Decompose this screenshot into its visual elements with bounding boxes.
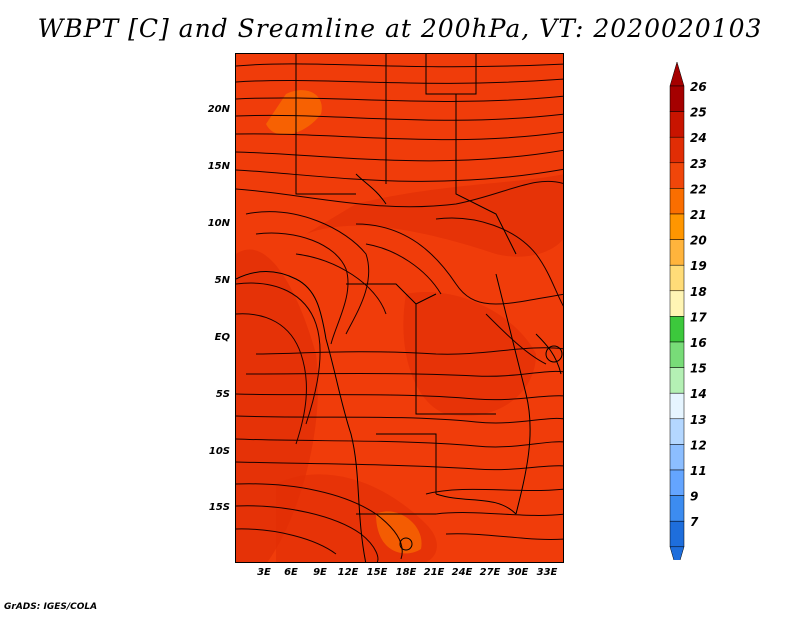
credit-text: GrADS: IGES/COLA — [4, 602, 98, 612]
chart-title: WBPT [C] and Sreamline at 200hPa, VT: 20… — [37, 14, 763, 43]
colorbar-label: 7 — [690, 515, 699, 529]
colorbar-swatch — [669, 239, 685, 266]
lat-label: 10N — [207, 218, 230, 229]
colorbar-swatch — [669, 188, 685, 215]
map-field-svg — [236, 54, 563, 562]
lon-label: 3E — [257, 567, 271, 578]
lon-label: 30E — [507, 567, 529, 578]
lon-label: 15E — [366, 567, 388, 578]
lake-victoria — [545, 345, 563, 363]
lat-label: 15S — [208, 502, 230, 513]
lon-label: 9E — [313, 567, 327, 578]
colorbar-label: 13 — [690, 413, 707, 427]
colorbar-label: 9 — [690, 490, 698, 504]
colorbar-label: 18 — [690, 285, 707, 299]
colorbar-swatch — [669, 495, 685, 522]
colorbar-label: 25 — [690, 106, 707, 120]
colorbar: 26 25 24 23 22 21 20 19 18 17 16 15 14 13 12 11 9 7 — [669, 61, 707, 560]
lon-label: 33E — [536, 567, 558, 578]
country-borders — [236, 54, 562, 562]
field-patch-central — [306, 174, 563, 257]
lat-label: 10S — [208, 446, 230, 457]
colorbar-label: 12 — [690, 438, 707, 452]
lon-label: 27E — [479, 567, 501, 578]
colorbar-label: 15 — [690, 362, 707, 376]
lon-label: 21E — [423, 567, 445, 578]
colorbar-label: 11 — [690, 464, 707, 478]
colorbar-label: 23 — [690, 157, 707, 171]
colorbar-swatch — [669, 136, 685, 164]
lat-label: 20N — [207, 104, 230, 115]
colorbar-label: 26 — [690, 80, 707, 94]
colorbar-swatch — [669, 213, 685, 240]
colorbar-swatch — [669, 520, 685, 548]
vortex — [399, 537, 413, 551]
colorbar-swatch — [669, 316, 685, 343]
colorbar-swatch — [669, 341, 685, 368]
colorbar-label: 19 — [690, 259, 707, 273]
lon-label: 6E — [284, 567, 298, 578]
lat-label: 15N — [207, 161, 230, 172]
colorbar-swatch — [669, 111, 685, 138]
colorbar-swatch — [669, 162, 685, 189]
lat-label: EQ — [214, 332, 230, 343]
colorbar-label: 16 — [690, 336, 707, 350]
colorbar-label: 21 — [690, 208, 707, 222]
lon-label: 12E — [337, 567, 359, 578]
colorbar-swatch — [669, 367, 685, 394]
colorbar-label: 14 — [690, 387, 707, 401]
lon-label: 18E — [395, 567, 417, 578]
colorbar-swatch — [669, 85, 685, 112]
colorbar-label: 22 — [690, 182, 707, 196]
colorbar-bottom-arrow — [669, 546, 685, 560]
colorbar-swatch — [669, 264, 685, 292]
colorbar-top-arrow — [669, 61, 685, 87]
colorbar-swatch — [669, 418, 685, 445]
colorbar-label: 20 — [690, 234, 707, 248]
colorbar-swatch — [669, 444, 685, 471]
field-patch-southcenter — [376, 511, 422, 554]
colorbar-swatch — [669, 469, 685, 496]
field-patch-congo — [403, 292, 536, 416]
lat-label: 5N — [214, 275, 230, 286]
map-panel — [235, 53, 564, 563]
colorbar-swatch — [669, 290, 685, 317]
colorbar-label: 24 — [690, 131, 707, 145]
colorbar-swatch — [669, 392, 685, 420]
lon-label: 24E — [451, 567, 473, 578]
field-patch-north — [266, 90, 322, 135]
lat-label: 5S — [215, 389, 230, 400]
colorbar-label: 17 — [690, 310, 707, 324]
streamlines — [236, 63, 563, 562]
